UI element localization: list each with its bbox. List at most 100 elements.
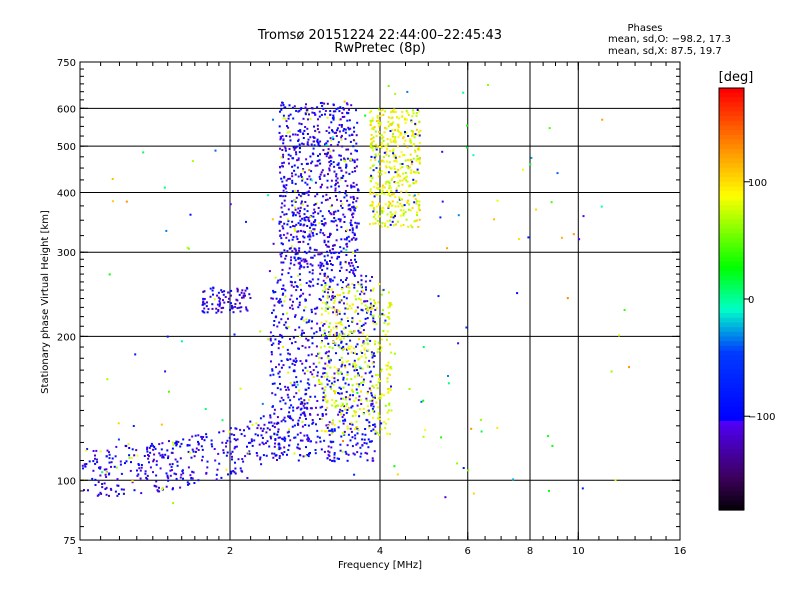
data-point [344,192,347,195]
data-point [344,450,347,453]
data-point [325,276,328,279]
data-point [246,445,248,448]
data-point [315,330,318,333]
data-point [116,478,119,481]
data-point [215,473,218,476]
colorbar-segment [719,369,744,375]
data-point [347,292,350,295]
data-point [291,307,294,310]
data-point [337,141,340,144]
data-point [235,445,238,448]
data-point [418,148,421,151]
data-point [352,251,355,254]
data-point [166,449,169,452]
data-point [301,345,304,347]
data-point [300,288,302,291]
data-point [355,420,358,423]
data-point [229,203,232,206]
data-point [297,230,300,233]
data-point [338,457,340,460]
data-point [282,453,284,456]
data-point [326,275,329,278]
data-point [261,430,264,432]
data-point [372,314,375,317]
data-point [358,331,361,334]
data-point [336,143,339,146]
data-point [221,441,224,444]
data-point [274,338,277,341]
data-point [350,421,353,424]
data-point [341,286,344,289]
data-point [332,116,335,119]
data-point [99,450,102,453]
data-point [289,262,292,265]
data-point [417,172,420,175]
data-point [327,355,330,358]
data-point [347,345,350,348]
data-point [315,345,318,348]
data-point [457,214,460,217]
data-point [330,446,333,449]
data-point [367,349,370,352]
data-point [296,407,299,410]
data-point [282,184,285,187]
data-point [417,146,420,149]
data-point [360,403,363,405]
data-point [415,219,418,222]
data-point [363,347,366,350]
data-point [388,301,391,304]
data-point [387,143,389,146]
data-point [220,307,223,310]
data-point [221,419,224,422]
data-point [324,335,327,338]
data-point [496,426,499,429]
data-point [392,193,395,196]
data-point [319,186,322,189]
data-point [297,306,300,309]
data-point [398,155,401,158]
data-point [288,239,291,242]
data-point [396,201,399,204]
data-point [285,254,288,257]
data-point [327,453,330,456]
data-point [340,266,343,269]
data-point [315,355,318,357]
data-point [378,131,381,133]
data-point [401,198,404,201]
data-point [380,146,383,149]
data-point [368,387,371,390]
data-point [242,460,245,463]
data-point [205,433,208,436]
data-point [341,207,344,209]
data-point [317,118,319,121]
data-point [117,493,120,495]
data-point [131,448,134,451]
data-point [345,248,348,251]
data-point [350,345,353,348]
data-point [333,377,336,380]
data-point [320,341,323,344]
data-point [146,474,149,477]
data-point [161,453,164,456]
data-point [326,116,329,119]
data-point [377,348,380,351]
data-point [418,110,421,113]
data-point [302,404,305,407]
data-point [347,307,350,310]
data-point [306,265,309,268]
data-point [302,292,305,295]
data-point [355,388,358,391]
data-point [384,110,387,113]
data-point [281,437,283,440]
data-point [329,197,331,200]
data-point [148,461,150,464]
colorbar-segment [719,102,744,108]
data-point [338,294,341,297]
data-point [402,212,405,215]
data-point [329,164,332,167]
colorbar-segment [719,144,744,150]
data-point [328,451,331,454]
data-point [274,276,277,279]
data-point [171,451,174,454]
data-point [289,399,292,402]
